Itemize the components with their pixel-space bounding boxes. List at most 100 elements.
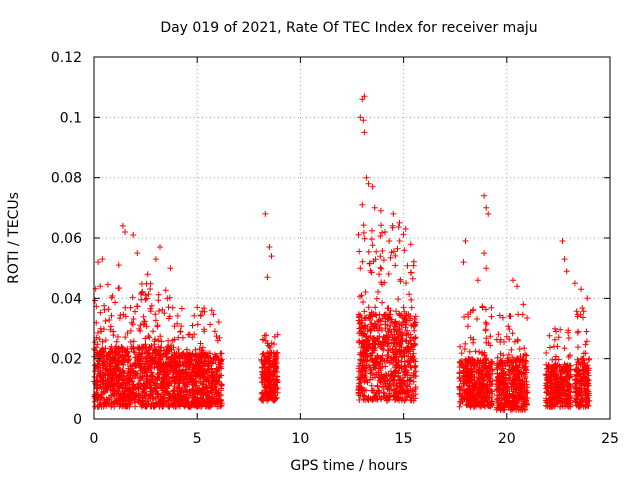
data-point (100, 399, 107, 406)
data-point (393, 319, 399, 326)
data-point (402, 225, 409, 232)
data-point (212, 399, 219, 406)
data-point (363, 344, 370, 351)
data-point (551, 343, 557, 350)
data-point (497, 339, 504, 345)
data-point (576, 378, 583, 385)
data-point (160, 361, 167, 367)
data-point (379, 299, 386, 306)
data-point (368, 269, 375, 276)
data-point (137, 367, 144, 374)
data-point (367, 395, 374, 402)
data-point (412, 373, 419, 380)
data-point (169, 355, 176, 362)
data-point (395, 359, 402, 365)
x-tick-label: 15 (395, 431, 413, 447)
data-point (495, 373, 502, 380)
data-point (108, 312, 115, 319)
data-point (521, 406, 528, 412)
data-point (386, 340, 393, 347)
data-point (98, 354, 105, 361)
data-point (143, 345, 150, 351)
data-point (364, 353, 371, 360)
data-point (366, 260, 373, 267)
data-point (258, 379, 265, 386)
data-point (575, 367, 582, 374)
data-point (474, 400, 480, 407)
data-point (510, 277, 516, 284)
data-point (559, 375, 565, 382)
data-point (356, 363, 362, 370)
y-tick-label: 0.1 (60, 110, 82, 126)
data-point (565, 329, 572, 336)
data-point (213, 333, 220, 340)
data-point (158, 338, 165, 345)
data-point (355, 387, 362, 394)
y-axis-label: ROTI / TECUs (6, 192, 22, 284)
data-point (401, 358, 408, 365)
data-point (456, 384, 463, 391)
data-point (161, 379, 167, 386)
data-point (124, 379, 131, 386)
data-point (465, 311, 471, 318)
data-point (370, 357, 376, 364)
data-point (467, 356, 474, 363)
data-point (121, 388, 128, 395)
data-point (390, 382, 397, 389)
data-point (518, 382, 525, 389)
data-point (461, 393, 468, 400)
data-point (127, 338, 134, 345)
data-point (583, 338, 590, 345)
data-point (108, 363, 114, 369)
data-point (364, 337, 371, 344)
data-point (392, 252, 399, 259)
data-point (112, 299, 119, 306)
data-point (544, 390, 551, 396)
data-point (259, 396, 266, 403)
data-point (383, 372, 390, 379)
data-point (173, 403, 180, 410)
data-point (97, 309, 104, 316)
data-point (144, 403, 150, 409)
data-point (554, 362, 561, 369)
data-point (157, 333, 164, 340)
data-point (376, 333, 383, 340)
data-point (265, 354, 272, 360)
data-point (141, 318, 148, 325)
data-point (582, 341, 589, 348)
data-point (575, 359, 582, 366)
data-point (125, 368, 132, 374)
data-point (486, 395, 493, 402)
data-point (122, 394, 129, 401)
data-point (183, 381, 190, 388)
data-point (403, 280, 409, 286)
data-point (565, 335, 572, 341)
data-point (390, 326, 397, 333)
data-point (157, 365, 164, 372)
data-point (501, 396, 508, 403)
data-point (382, 377, 389, 384)
data-point (552, 390, 559, 396)
data-point (489, 381, 496, 387)
data-point (206, 398, 213, 405)
data-point (567, 403, 574, 410)
data-point (377, 358, 384, 365)
data-point (122, 304, 129, 311)
data-point (508, 380, 515, 386)
data-point (412, 362, 418, 369)
data-point (176, 397, 182, 404)
data-point (510, 386, 517, 393)
data-point (410, 350, 417, 357)
data-point (409, 275, 416, 282)
data-point (148, 401, 155, 408)
data-point (146, 379, 153, 386)
data-point (267, 381, 274, 388)
data-point (361, 235, 368, 242)
data-point (171, 392, 178, 399)
data-point (561, 345, 568, 352)
data-point (357, 328, 364, 335)
data-point (409, 346, 416, 353)
data-point (510, 402, 517, 409)
data-point (473, 385, 480, 392)
data-point (462, 340, 469, 347)
